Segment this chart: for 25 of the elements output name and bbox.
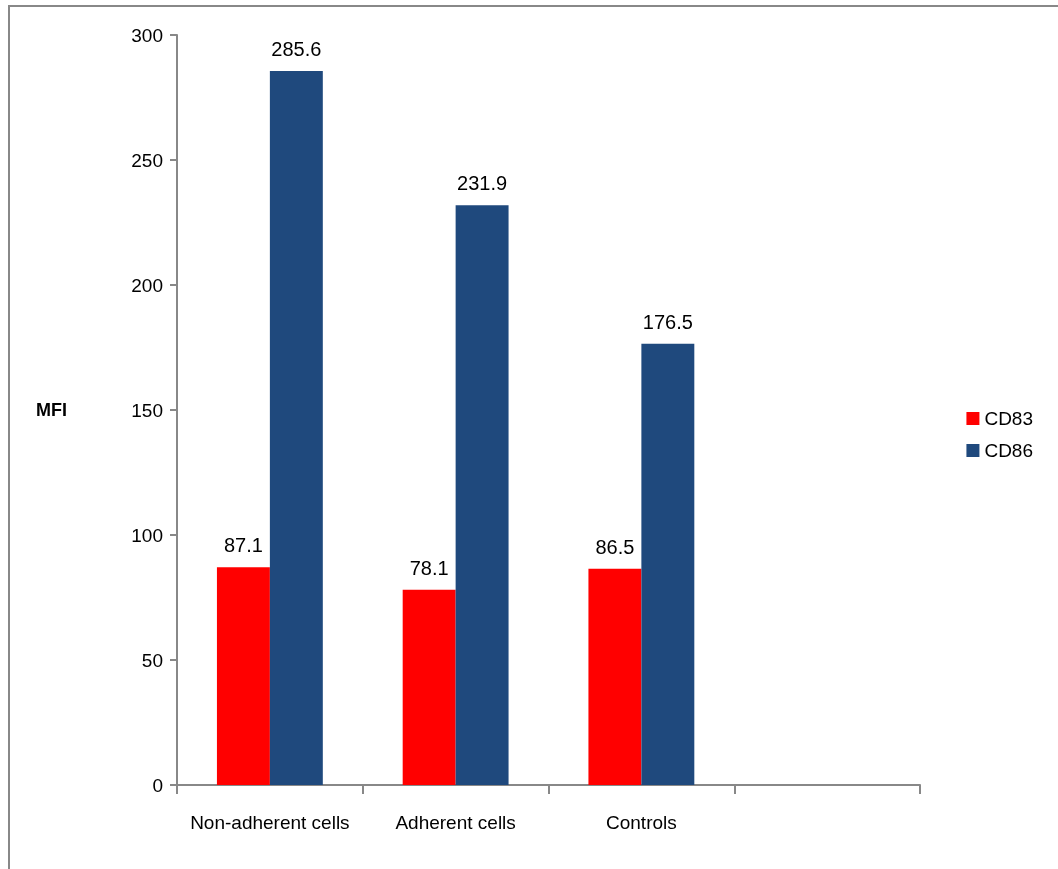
bar xyxy=(588,568,642,785)
y-tick-label: 100 xyxy=(131,524,163,546)
y-tick-label: 300 xyxy=(131,24,163,46)
y-tick-label: 50 xyxy=(141,649,163,671)
bar xyxy=(269,71,323,785)
data-label: 231.9 xyxy=(457,172,508,195)
data-label: 87.1 xyxy=(223,534,263,557)
x-tick-label: Controls xyxy=(606,812,677,833)
data-label: 285.6 xyxy=(271,38,322,60)
data-label: 86.5 xyxy=(595,535,635,558)
bar xyxy=(402,589,456,785)
y-tick-label: 250 xyxy=(131,149,163,171)
bar xyxy=(455,205,509,785)
data-label: 176.5 xyxy=(642,310,693,333)
y-tick-label: 200 xyxy=(131,274,163,296)
x-tick-label: Non-adherent cells xyxy=(190,812,350,833)
bar xyxy=(641,343,695,785)
data-label: 78.1 xyxy=(409,556,449,579)
y-tick-label: 150 xyxy=(131,399,163,421)
bar xyxy=(216,567,270,785)
legend-label: CD83 xyxy=(984,408,1033,429)
x-tick-label: Adherent cells xyxy=(395,812,516,833)
legend-label: CD86 xyxy=(984,440,1033,461)
y-axis-title: MFI xyxy=(36,400,67,420)
y-tick-label: 0 xyxy=(152,774,163,796)
